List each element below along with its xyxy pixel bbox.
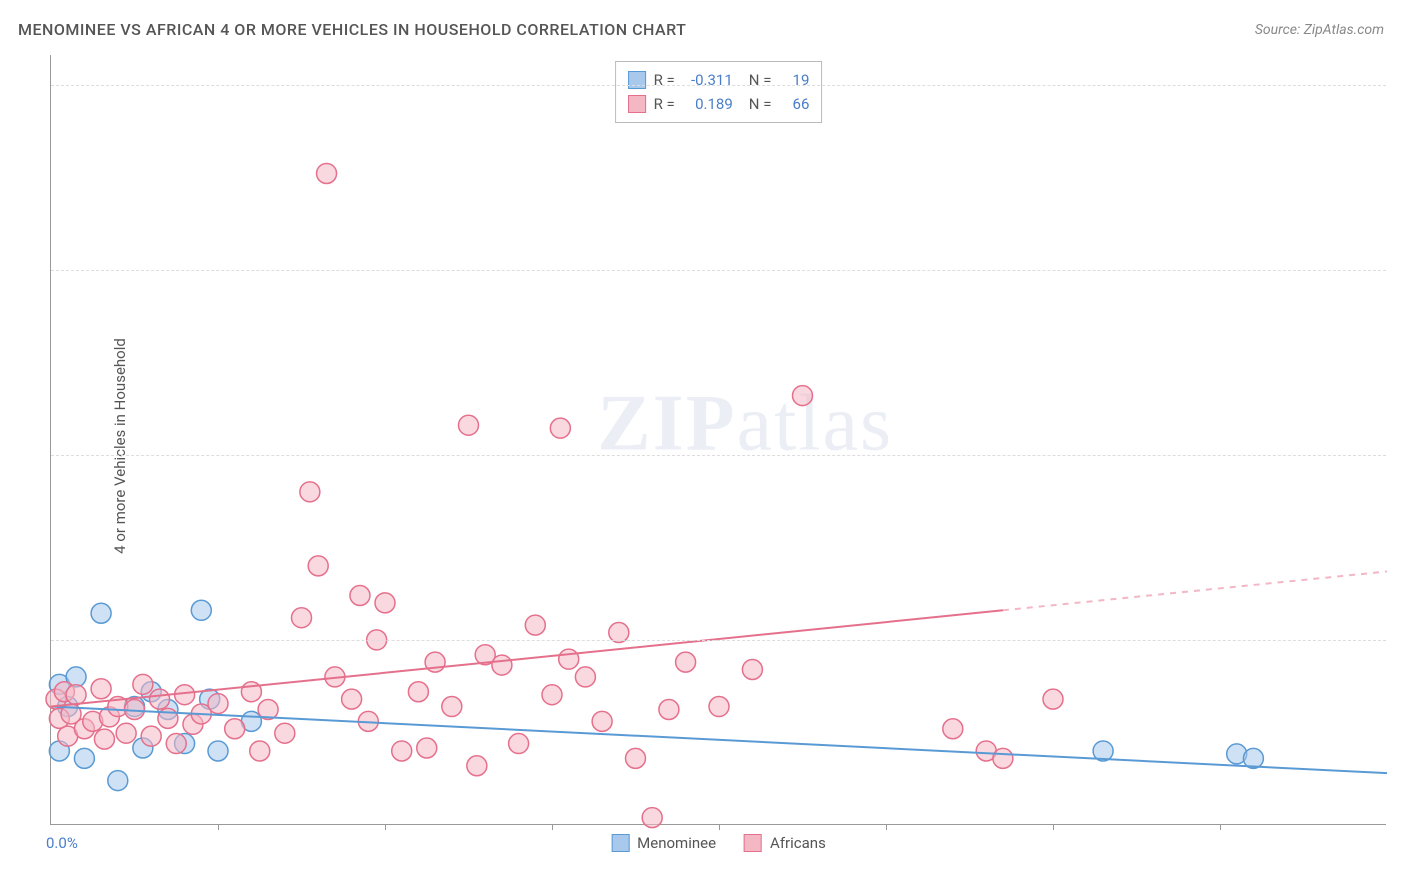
- stats-n-value: 19: [779, 68, 809, 92]
- scatter-point: [459, 415, 479, 435]
- stats-legend-box: R = -0.311 N = 19 R = 0.189 N = 66: [615, 61, 823, 123]
- scatter-point: [575, 667, 595, 687]
- scatter-point: [1043, 689, 1063, 709]
- legend-swatch: [628, 71, 646, 89]
- x-tick: [1053, 824, 1054, 830]
- legend-swatch: [744, 834, 762, 852]
- scatter-point: [275, 723, 295, 743]
- scatter-point: [550, 418, 570, 438]
- stats-row: R = -0.311 N = 19: [628, 68, 810, 92]
- scatter-point: [559, 649, 579, 669]
- scatter-point: [342, 689, 362, 709]
- scatter-point: [417, 738, 437, 758]
- scatter-point: [66, 685, 86, 705]
- y-tick-label: 37.5%: [1391, 261, 1406, 279]
- scatter-point: [442, 697, 462, 717]
- scatter-point: [225, 719, 245, 739]
- legend-item: Africans: [744, 834, 826, 852]
- scatter-point: [141, 726, 161, 746]
- scatter-point: [191, 600, 211, 620]
- y-tick-label: 12.5%: [1391, 631, 1406, 649]
- scatter-point: [91, 603, 111, 623]
- scatter-point: [709, 697, 729, 717]
- legend-label: Africans: [770, 834, 826, 852]
- scatter-point: [116, 723, 136, 743]
- scatter-point: [509, 734, 529, 754]
- x-tick: [1220, 824, 1221, 830]
- x-tick: [552, 824, 553, 830]
- scatter-point: [676, 652, 696, 672]
- scatter-point: [292, 608, 312, 628]
- scatter-point: [94, 729, 114, 749]
- gridline-h: [51, 85, 1386, 86]
- scatter-point: [250, 741, 270, 761]
- scatter-point: [408, 682, 428, 702]
- regression-line-extrapolated: [1003, 571, 1387, 610]
- scatter-point: [525, 615, 545, 635]
- legend-item: Menominee: [611, 834, 716, 852]
- plot-area: ZIPatlas R =-0.311N =19R =0.189N =66 0.0…: [50, 55, 1386, 825]
- stats-r-value: 0.189: [683, 92, 733, 116]
- stats-r-label: R =: [654, 68, 675, 92]
- y-tick-label: 50.0%: [1391, 76, 1406, 94]
- x-tick: [385, 824, 386, 830]
- x-tick: [886, 824, 887, 830]
- scatter-point: [74, 748, 94, 768]
- scatter-point: [91, 679, 111, 699]
- x-tick: [719, 824, 720, 830]
- scatter-point: [150, 689, 170, 709]
- scatter-point: [300, 482, 320, 502]
- gridline-h: [51, 640, 1386, 641]
- legend-swatch: [611, 834, 629, 852]
- plot-svg: [51, 55, 1386, 824]
- scatter-point: [943, 719, 963, 739]
- stats-n-label: N =: [749, 68, 772, 92]
- scatter-point: [375, 593, 395, 613]
- scatter-point: [166, 734, 186, 754]
- scatter-point: [108, 771, 128, 791]
- chart-title: MENOMINEE VS AFRICAN 4 OR MORE VEHICLES …: [18, 20, 686, 39]
- y-tick-label: 25.0%: [1391, 446, 1406, 464]
- x-axis-min-label: 0.0%: [46, 834, 78, 852]
- stats-n-label: N =: [749, 92, 772, 116]
- stats-row: R = 0.189 N = 66: [628, 92, 810, 116]
- scatter-point: [208, 741, 228, 761]
- legend-label: Menominee: [637, 834, 716, 852]
- gridline-h: [51, 455, 1386, 456]
- scatter-point: [392, 741, 412, 761]
- scatter-point: [642, 808, 662, 828]
- scatter-point: [467, 756, 487, 776]
- scatter-point: [133, 674, 153, 694]
- scatter-point: [308, 556, 328, 576]
- legend-bottom: Menominee Africans: [611, 834, 826, 852]
- scatter-point: [793, 386, 813, 406]
- scatter-point: [742, 660, 762, 680]
- gridline-h: [51, 270, 1386, 271]
- scatter-point: [492, 655, 512, 675]
- legend-swatch: [628, 95, 646, 113]
- scatter-point: [626, 748, 646, 768]
- stats-n-value: 66: [779, 92, 809, 116]
- scatter-point: [542, 685, 562, 705]
- scatter-point: [208, 694, 228, 714]
- scatter-point: [317, 163, 337, 183]
- source-text: Source: ZipAtlas.com: [1255, 22, 1384, 38]
- scatter-point: [350, 585, 370, 605]
- scatter-point: [993, 748, 1013, 768]
- scatter-point: [592, 711, 612, 731]
- stats-r-label: R =: [654, 92, 675, 116]
- scatter-point: [659, 700, 679, 720]
- x-tick: [218, 824, 219, 830]
- stats-r-value: -0.311: [683, 68, 733, 92]
